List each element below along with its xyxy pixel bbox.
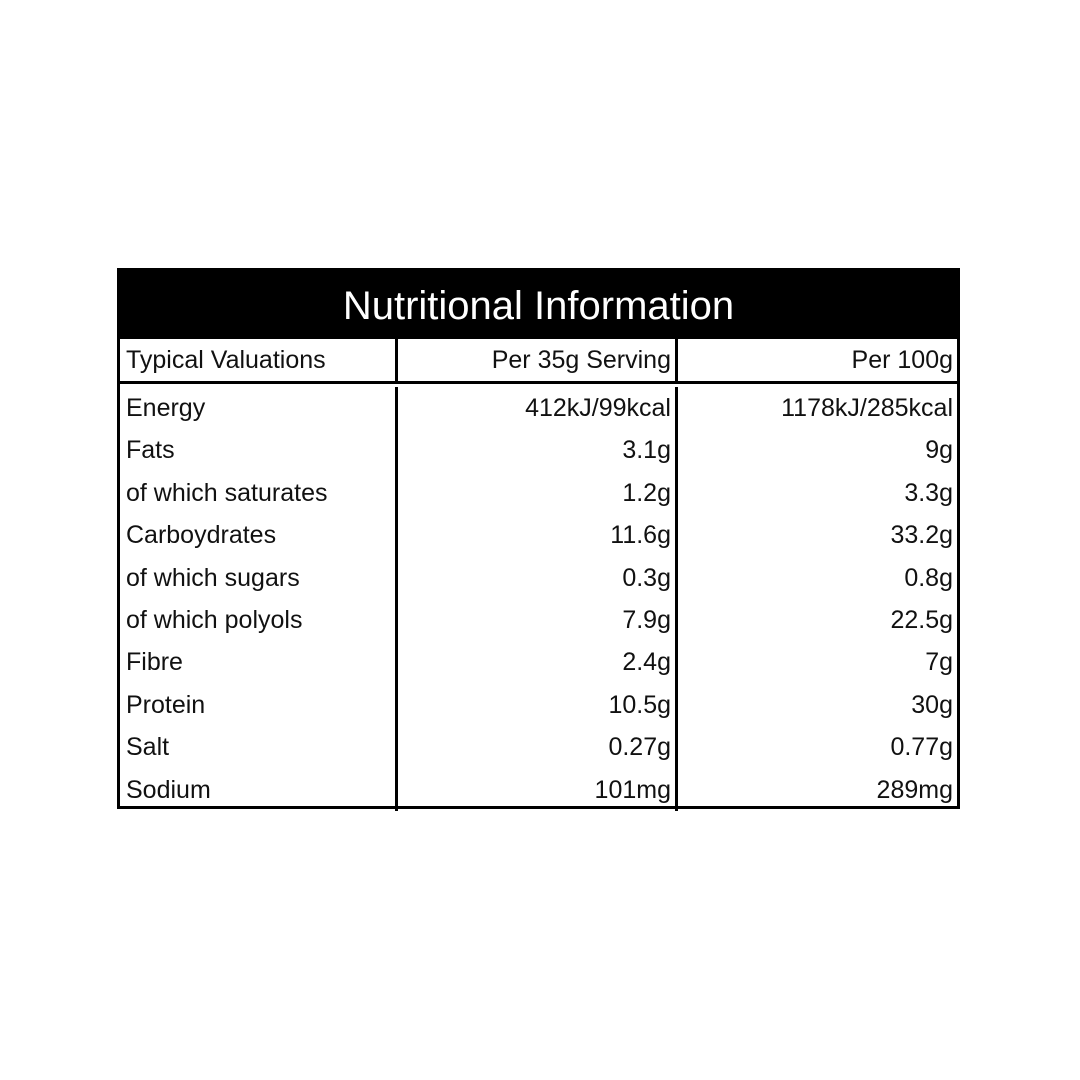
nutrient-name: of which polyols	[120, 598, 398, 642]
nutrition-table: Nutritional Information Typical Valuatio…	[117, 268, 960, 811]
table-row: of which sugars 0.3g 0.8g	[120, 556, 957, 599]
nutrient-name: Fats	[120, 429, 398, 472]
nutrient-name: of which sugars	[120, 556, 398, 599]
nutrient-value: 10.5g	[398, 683, 678, 727]
nutrient-value: 3.1g	[398, 429, 678, 472]
nutrient-name: Fibre	[120, 641, 398, 684]
nutrient-value: 2.4g	[398, 641, 678, 684]
nutrient-name: Energy	[120, 387, 398, 430]
header-cell: Typical Valuations	[120, 339, 398, 381]
nutrient-value: 3.3g	[904, 478, 953, 507]
nutrient-value: 412kJ/99kcal	[398, 387, 678, 430]
nutrient-value: 7.9g	[398, 598, 678, 642]
nutrient-name: Sodium	[120, 768, 398, 811]
nutrient-value: 30g	[911, 690, 953, 719]
table-row: Energy 412kJ/99kcal 1178kJ/285kcal	[120, 387, 957, 430]
nutrient-value: 0.27g	[398, 726, 678, 769]
table-row: Salt 0.27g 0.77g	[120, 726, 957, 769]
table-body: Energy 412kJ/99kcal 1178kJ/285kcal Fats 3.1g…	[120, 384, 957, 811]
table-row: of which polyols 7.9g 22.5g	[120, 598, 957, 642]
table-row: Fats 3.1g 9g	[120, 429, 957, 472]
table-row: of which saturates 1.2g 3.3g	[120, 471, 957, 515]
nutrient-value: 1178kJ/285kcal	[781, 394, 953, 422]
header-cell: Per 100g	[851, 346, 953, 374]
nutrient-name: Protein	[120, 683, 398, 727]
nutrient-value: 0.8g	[904, 563, 953, 592]
nutrient-value: 22.5g	[890, 605, 953, 634]
nutrient-value: 9g	[925, 436, 953, 465]
nutrient-value: 0.77g	[890, 733, 953, 762]
nutrient-value: 11.6g	[398, 514, 678, 557]
nutrient-value: 289mg	[876, 775, 953, 804]
table-row: Carboydrates 11.6g 33.2g	[120, 514, 957, 557]
nutrient-name: Salt	[120, 726, 398, 769]
nutrient-value: 101mg	[398, 768, 678, 811]
nutrient-value: 1.2g	[398, 471, 678, 515]
nutrient-value: 7g	[925, 648, 953, 677]
header-cell: Per 35g Serving	[398, 339, 678, 381]
nutrient-name: Carboydrates	[120, 514, 398, 557]
nutrient-value: 33.2g	[890, 521, 953, 550]
header-row: Typical Valuations Per 35g Serving Per 100…	[120, 337, 957, 384]
nutrient-value: 0.3g	[398, 556, 678, 599]
nutrient-name: of which saturates	[120, 471, 398, 515]
table-title: Nutritional Information	[120, 271, 957, 337]
table-row: Sodium 101mg 289mg	[120, 768, 957, 811]
table-row: Protein 10.5g 30g	[120, 683, 957, 727]
table-row: Fibre 2.4g 7g	[120, 641, 957, 684]
